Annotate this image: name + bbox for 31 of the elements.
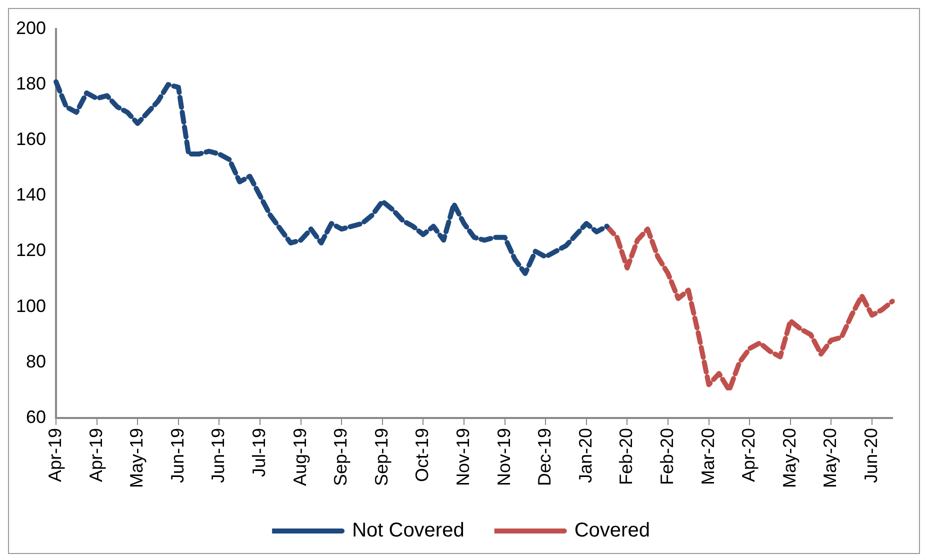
- legend-label: Covered: [574, 520, 650, 542]
- y-tick-label: 100: [16, 296, 46, 316]
- x-tick-label: Apr-20: [738, 428, 759, 482]
- y-tick-label: 60: [26, 406, 46, 427]
- y-tick-label: 160: [16, 129, 46, 150]
- y-tick-label: 80: [26, 351, 46, 372]
- x-tick-label: Apr-19: [86, 428, 106, 482]
- y-tick-label: 120: [16, 240, 46, 260]
- x-tick-label: Apr-19: [45, 428, 65, 482]
- x-tick-label: May-20: [820, 428, 840, 488]
- y-tick-label: 200: [16, 18, 46, 38]
- x-tick-label: Nov-19: [494, 428, 514, 486]
- x-tick-label: Jun-20: [860, 428, 881, 484]
- x-tick-label: May-19: [126, 428, 147, 488]
- x-tick-label: Mar-20: [698, 428, 718, 485]
- x-tick-label: Feb-20: [616, 428, 636, 486]
- x-tick-label: May-20: [779, 428, 800, 488]
- x-tick-label: Jan-20: [575, 428, 596, 484]
- x-tick-label: Jun-19: [167, 428, 188, 484]
- x-tick-label: Sep-19: [371, 428, 392, 486]
- x-tick-label: Sep-19: [330, 428, 351, 486]
- x-tick-label: Aug-19: [290, 428, 310, 486]
- x-tick-label: Jul-19: [248, 428, 269, 478]
- legend-label: Not Covered: [352, 520, 464, 542]
- x-tick-label: Dec-19: [534, 428, 555, 486]
- x-tick-label: Feb-20: [656, 428, 677, 486]
- x-tick-label: Jun-19: [208, 428, 228, 484]
- y-tick-label: 140: [16, 184, 46, 205]
- x-tick-label: Nov-19: [452, 428, 473, 486]
- x-tick-label: Oct-19: [412, 428, 432, 482]
- y-tick-label: 180: [16, 74, 46, 94]
